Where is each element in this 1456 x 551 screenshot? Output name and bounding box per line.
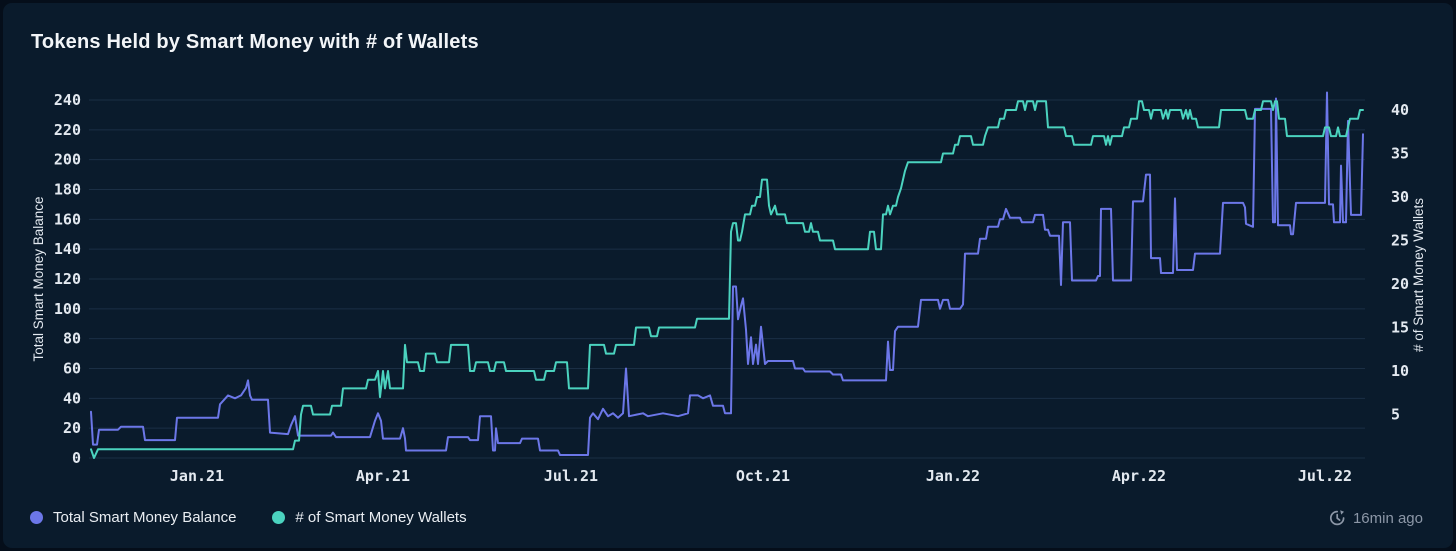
right-axis-title: # of Smart Money Wallets bbox=[1411, 198, 1426, 352]
left-axis-tick: 100 bbox=[54, 300, 81, 318]
right-axis-tick: 5 bbox=[1391, 406, 1400, 424]
left-axis-tick: 240 bbox=[54, 91, 81, 109]
right-axis-tick: 35 bbox=[1391, 145, 1409, 163]
history-clock-icon bbox=[1329, 510, 1345, 526]
left-axis-tick: 120 bbox=[54, 270, 81, 288]
left-axis-tick: 220 bbox=[54, 121, 81, 139]
x-axis-tick: Jul.21 bbox=[544, 467, 598, 485]
x-axis-tick: Jan.22 bbox=[926, 467, 980, 485]
last-updated: 16min ago bbox=[1328, 509, 1423, 527]
x-axis-tick: Apr.21 bbox=[356, 467, 410, 485]
legend-item-balance[interactable]: Total Smart Money Balance bbox=[30, 509, 236, 526]
x-axis-tick: Apr.22 bbox=[1112, 467, 1166, 485]
updated-text: 16min ago bbox=[1352, 509, 1423, 527]
page-title: Tokens Held by Smart Money with # of Wal… bbox=[31, 31, 479, 53]
left-axis-title: Total Smart Money Balance bbox=[31, 196, 46, 361]
x-axis-tick: Jan.21 bbox=[170, 467, 224, 485]
right-axis-tick: 25 bbox=[1391, 232, 1409, 250]
x-axis-tick: Oct.21 bbox=[736, 467, 790, 485]
wallets-series-dot-icon bbox=[272, 511, 286, 524]
chart-canvas[interactable]: 0 20 40 60 80 100 120 140 160 180 200 220 240 5 10 15 20… bbox=[3, 3, 1456, 498]
legend-label: # of Smart Money Wallets bbox=[295, 509, 467, 526]
right-axis-tick: 10 bbox=[1391, 362, 1409, 380]
left-axis-tick: 60 bbox=[63, 360, 81, 378]
x-axis-tick: Jul.22 bbox=[1298, 467, 1352, 485]
right-axis-tick: 40 bbox=[1391, 101, 1409, 119]
left-axis-tick: 160 bbox=[54, 210, 81, 228]
left-axis-tick: 20 bbox=[63, 419, 81, 437]
wallets-series-line bbox=[90, 100, 1364, 459]
right-axis-tick: 20 bbox=[1391, 275, 1409, 293]
left-axis-tick: 200 bbox=[54, 151, 81, 169]
left-axis-tick: 180 bbox=[54, 181, 81, 199]
right-axis-tick: 30 bbox=[1391, 188, 1409, 206]
left-axis-tick: 0 bbox=[72, 449, 81, 467]
legend-item-wallets[interactable]: # of Smart Money Wallets bbox=[272, 509, 467, 526]
balance-series-line bbox=[90, 91, 1364, 456]
balance-series-dot-icon bbox=[30, 511, 43, 524]
left-axis-tick: 80 bbox=[63, 330, 81, 348]
chart-card: Tokens Held by Smart Money with # of Wal… bbox=[3, 3, 1453, 548]
legend-label: Total Smart Money Balance bbox=[53, 509, 237, 526]
left-axis-tick: 140 bbox=[54, 240, 81, 258]
right-axis-tick: 15 bbox=[1391, 319, 1409, 337]
left-axis-tick: 40 bbox=[63, 389, 81, 407]
legend: Total Smart Money Balance # of Smart Mon… bbox=[30, 509, 467, 526]
